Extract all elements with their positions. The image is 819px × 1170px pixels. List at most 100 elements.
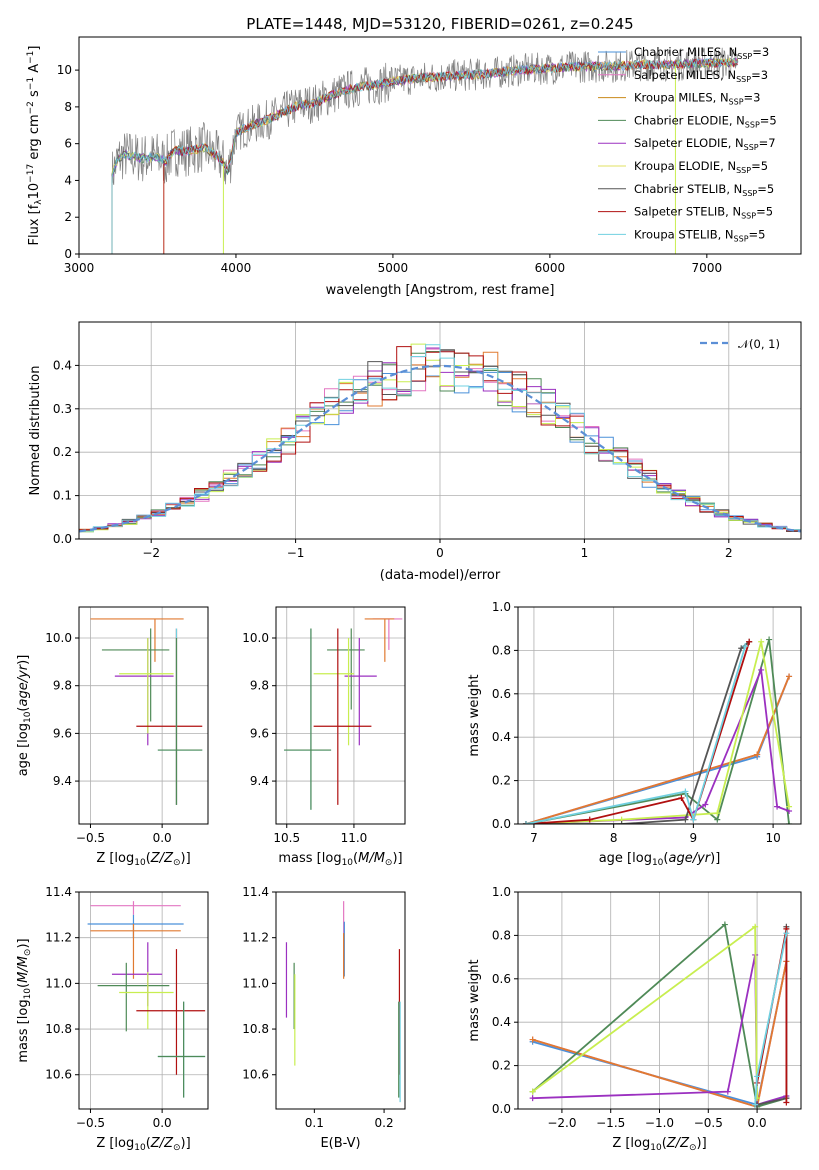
plot-area [87,901,206,1098]
legend-label: Kroupa MILES, NSSP=3 [634,91,760,107]
legend-label: Chabrier ELODIE, NSSP=5 [634,113,777,129]
x-tick-label: 0.0 [748,1116,767,1130]
x-tick-label: −2 [142,546,160,560]
y-tick-label: 10.0 [242,631,269,645]
y-tick-label: 11.4 [242,885,269,899]
x-axis-label: age [log10(age/yr)] [599,851,721,868]
axes-frame [275,606,406,825]
mass-weight-marker [758,638,765,645]
axes-frame [78,891,209,1110]
x-tick-label: 2 [725,546,733,560]
mass-weight-marker [522,821,529,824]
mass-weight-marker [690,816,697,823]
y-axis-label: Flux [fλ10−17 erg cm−2 s−1 A−1] [26,46,44,246]
x-tick-label: 3000 [64,261,95,275]
mass-weight-marker [678,794,685,801]
x-tick-label: 0.2 [375,1116,394,1130]
panel-residuals: −2 −1 0 1 2 0.0 0.1 0.2 0.3 0.4 (data-model)/error… [28,321,802,583]
y-tick-label: 0 [64,247,72,261]
mass-weight-series [532,922,787,1108]
mass-weight-series [525,666,790,824]
x-axis-label: Z [log10(Z/Z⊙)] [96,1136,190,1153]
x-axis-label: Z [log10(Z/Z⊙)] [612,1136,706,1153]
y-tick-label: 10.6 [242,1068,269,1082]
mass-weight-marker [754,751,761,758]
y-tick-label: 0.4 [53,358,72,372]
y-tick-label: 0.0 [492,817,511,831]
x-tick-label: −0.5 [694,1116,723,1130]
panel-massweight-vs-Z: −2.0 −1.5 −1.0 −0.5 0.0 0.0 0.2 0.4 0.6 0.8 1.0 Z [… [467,885,802,1153]
mass-weight-series [525,645,747,824]
y-tick-label: 0.1 [53,489,72,503]
legend-label: Kroupa ELODIE, NSSP=5 [634,159,768,175]
mass-weight-marker [738,645,745,652]
legend-label: Chabrier STELIB, NSSP=5 [634,182,774,198]
x-axis-label: E(B-V) [320,1136,360,1151]
y-tick-label: 0.4 [492,1015,511,1029]
histogram-series [79,344,801,532]
mass-weight-marker [783,1099,790,1106]
mass-weight-marker [529,1095,536,1102]
y-tick-label: 9.8 [250,679,269,693]
y-tick-label: 0.2 [492,774,511,788]
x-axis-label: mass [log10(M/M⊙)] [278,851,402,868]
y-tick-label: 0.4 [492,730,511,744]
legend-label: Salpeter MILES, NSSP=3 [634,68,768,84]
mass-weight-marker [766,636,773,643]
plot-area [285,901,401,1103]
y-tick-label: 10 [57,63,72,77]
figure-title: PLATE=1448, MJD=53120, FIBERID=0261, z=0… [246,15,633,33]
model-line [163,57,738,254]
y-tick-label: 8 [64,100,72,114]
y-tick-label: 1.0 [492,600,511,614]
x-axis-label: wavelength [Angstrom, rest frame] [326,283,555,298]
x-tick-label: 10.5 [273,831,300,845]
mass-weight-marker [752,1101,759,1108]
x-tick-label: 1 [581,546,589,560]
model-line [111,57,738,254]
x-tick-label: 7 [530,831,538,845]
y-axis-label: age [log10(age/yr)] [16,655,33,777]
x-tick-label: 7000 [692,261,723,275]
panel-mass-vs-Z: −0.5 0.0 10.6 10.8 11.0 11.2 11.4 Z [log10(Z/Z⊙… [16,885,209,1153]
histogram-series [79,343,801,533]
legend-label: Kroupa STELIB, NSSP=5 [634,227,765,243]
x-tick-label: 11.0 [341,831,368,845]
mass-weight-marker [721,921,728,928]
plot-area [90,618,203,805]
x-axis-label: (data-model)/error [380,568,501,583]
plot-area [111,47,739,254]
mass-weight-marker [714,810,721,817]
x-tick-label: 0 [436,546,444,560]
y-tick-label: 9.6 [53,726,72,740]
mass-weight-marker [786,673,793,680]
mass-weight-marker [714,816,721,823]
x-tick-label: 8 [610,831,618,845]
y-tick-label: 9.4 [250,774,269,788]
y-tick-label: 0.3 [53,402,72,416]
y-tick-label: 11.2 [242,931,269,945]
y-tick-label: 0.0 [492,1102,511,1116]
mass-weight-marker [586,816,593,823]
x-tick-label: −2.0 [547,1116,576,1130]
y-tick-label: 2 [64,210,72,224]
y-tick-label: 0.8 [492,643,511,657]
panel-age-vs-mass: 10.5 11.0 9.4 9.6 9.8 10.0 mass [log10(M/M⊙)] [242,606,406,868]
mass-weight-marker [758,666,765,673]
x-tick-label: 4000 [221,261,252,275]
x-tick-label: −0.5 [76,1116,105,1130]
y-tick-label: 9.8 [53,679,72,693]
x-axis-label: Z [log10(Z/Z⊙)] [96,851,190,868]
panel-massweight-vs-age: 7 8 9 10 0.0 0.2 0.4 0.6 0.8 1.0 age [log10(age/yr… [467,600,802,868]
mass-weight-marker [702,801,709,808]
mass-weight-marker [754,1073,761,1080]
legend-label: 𝒩(0, 1) [738,337,780,351]
y-axis-label: mass [log10(M/M⊙)] [16,938,33,1062]
x-tick-label: 5000 [378,261,409,275]
mass-weight-marker [786,821,793,824]
mass-weight-marker [618,821,625,824]
y-tick-label: 0.2 [492,1059,511,1073]
y-tick-label: 11.2 [45,931,72,945]
